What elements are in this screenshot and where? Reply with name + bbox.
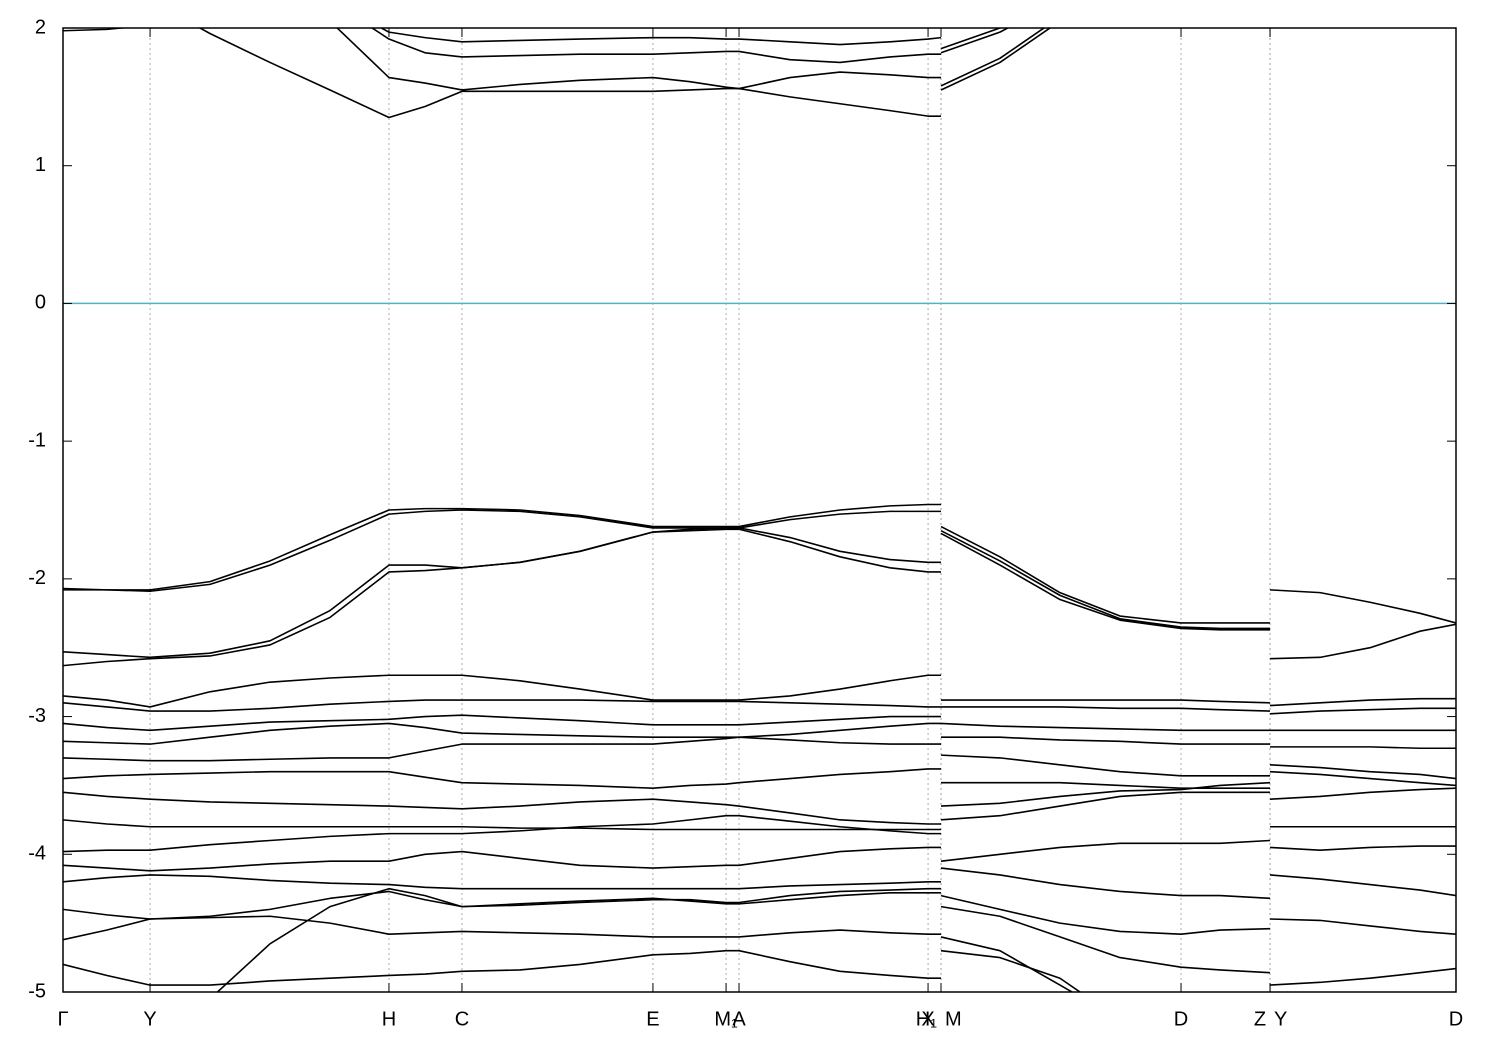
band-line bbox=[63, 528, 942, 667]
band-line bbox=[216, 887, 942, 992]
x-tick-label: D bbox=[1449, 1008, 1463, 1030]
band-line bbox=[63, 874, 1456, 935]
x-tick-label: Y bbox=[143, 1008, 156, 1030]
plot-frame bbox=[62, 27, 1457, 993]
band-line bbox=[63, 949, 1082, 992]
x-tick-label: M₁ bbox=[714, 1008, 738, 1030]
band-line bbox=[336, 28, 1046, 91]
band-line bbox=[63, 768, 1456, 789]
band-line bbox=[370, 28, 1010, 64]
x-tick-label: Y bbox=[1274, 1008, 1287, 1030]
y-tick-label: -5 bbox=[28, 980, 46, 1002]
y-tick-label: 0 bbox=[35, 292, 46, 314]
y-tick-label: -4 bbox=[28, 843, 46, 865]
x-tick-label: E bbox=[646, 1008, 659, 1030]
band-line bbox=[63, 781, 1456, 825]
y-tick-label: -3 bbox=[28, 705, 46, 727]
x-tick-label: D bbox=[1174, 1008, 1188, 1030]
band-line bbox=[63, 28, 1002, 50]
y-tick-label: 2 bbox=[35, 16, 46, 38]
band-line bbox=[63, 674, 1456, 708]
x-tick-label: A bbox=[732, 1008, 746, 1030]
band-line bbox=[63, 736, 1456, 780]
band-line bbox=[63, 714, 1456, 732]
plot-area bbox=[63, 28, 1456, 992]
y-tick-label: -2 bbox=[28, 567, 46, 589]
band-line bbox=[63, 846, 1456, 900]
band-line bbox=[63, 814, 1456, 862]
band-line bbox=[63, 890, 1456, 986]
band-line bbox=[63, 699, 1456, 715]
x-tick-label: Γ bbox=[57, 1008, 68, 1030]
x-tick-label: Z bbox=[1254, 1008, 1266, 1030]
x-tick-label: C bbox=[455, 1008, 469, 1030]
band-line bbox=[198, 28, 1052, 119]
y-tick-label: -1 bbox=[28, 429, 46, 451]
band-line bbox=[63, 503, 1456, 624]
x-tick-label: H bbox=[382, 1008, 396, 1030]
x-tick-label: H₁ bbox=[916, 1008, 937, 1030]
band-line bbox=[63, 509, 1456, 660]
band-line bbox=[63, 722, 1456, 750]
x-tick-label: M bbox=[945, 1008, 962, 1030]
x-tick-label: X bbox=[921, 1008, 934, 1030]
y-tick-label: 1 bbox=[35, 154, 46, 176]
